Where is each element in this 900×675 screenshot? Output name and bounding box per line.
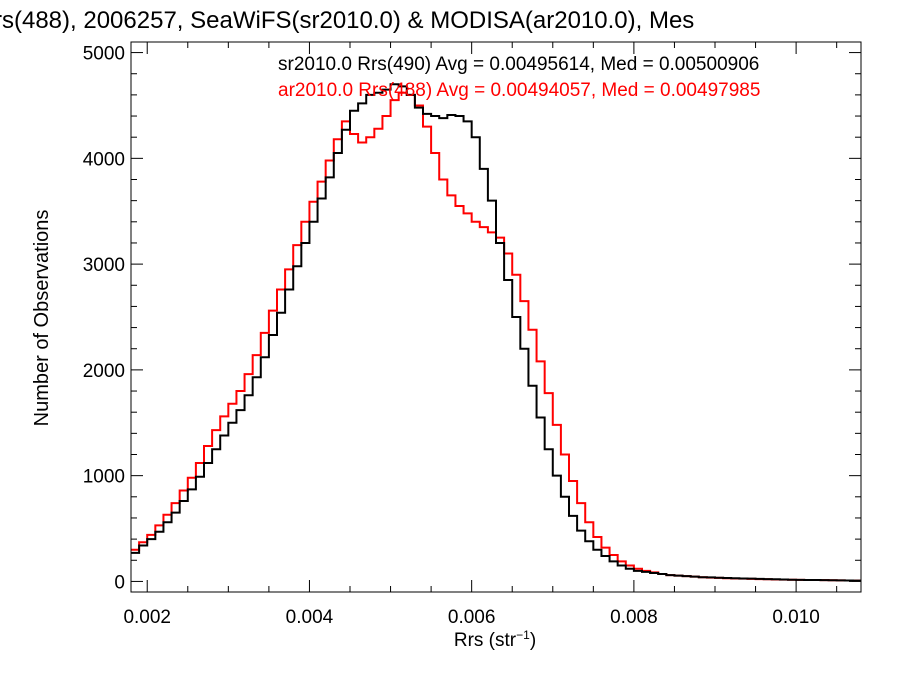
x-tick-label: 0.006 xyxy=(448,607,496,628)
y-tick-label: 1000 xyxy=(83,467,125,488)
plot-frame xyxy=(130,41,862,593)
x-tick-label: 0.002 xyxy=(123,607,171,628)
legend-entry-sr2010: sr2010.0 Rrs(490) Avg = 0.00495614, Med … xyxy=(278,54,759,75)
chart-title: rs(488), 2006257, SeaWiFS(sr2010.0) & MO… xyxy=(0,7,694,34)
series-line-sr2010 xyxy=(131,83,861,582)
x-axis-label: Rrs (str−1) xyxy=(454,628,536,651)
ticks-layer: 0.002 0.004 0.006 0.008 0.010 0 1000 2000 3000 40… xyxy=(83,42,861,628)
x-tick-label: 0.008 xyxy=(610,607,658,628)
series-layer xyxy=(131,83,861,582)
legend-entry-ar2010: ar2010.0 Rrs(488) Avg = 0.00494057, Med … xyxy=(278,80,760,101)
y-tick-label: 3000 xyxy=(83,255,125,276)
y-tick-label: 5000 xyxy=(83,44,125,65)
y-axis-label: Number of Observations xyxy=(31,210,53,427)
x-tick-label: 0.010 xyxy=(772,607,820,628)
series-line-ar2010 xyxy=(131,91,861,582)
y-tick-label: 0 xyxy=(114,572,125,593)
y-tick-label: 2000 xyxy=(83,361,125,382)
y-tick-label: 4000 xyxy=(83,149,125,170)
x-tick-label: 0.004 xyxy=(286,607,334,628)
